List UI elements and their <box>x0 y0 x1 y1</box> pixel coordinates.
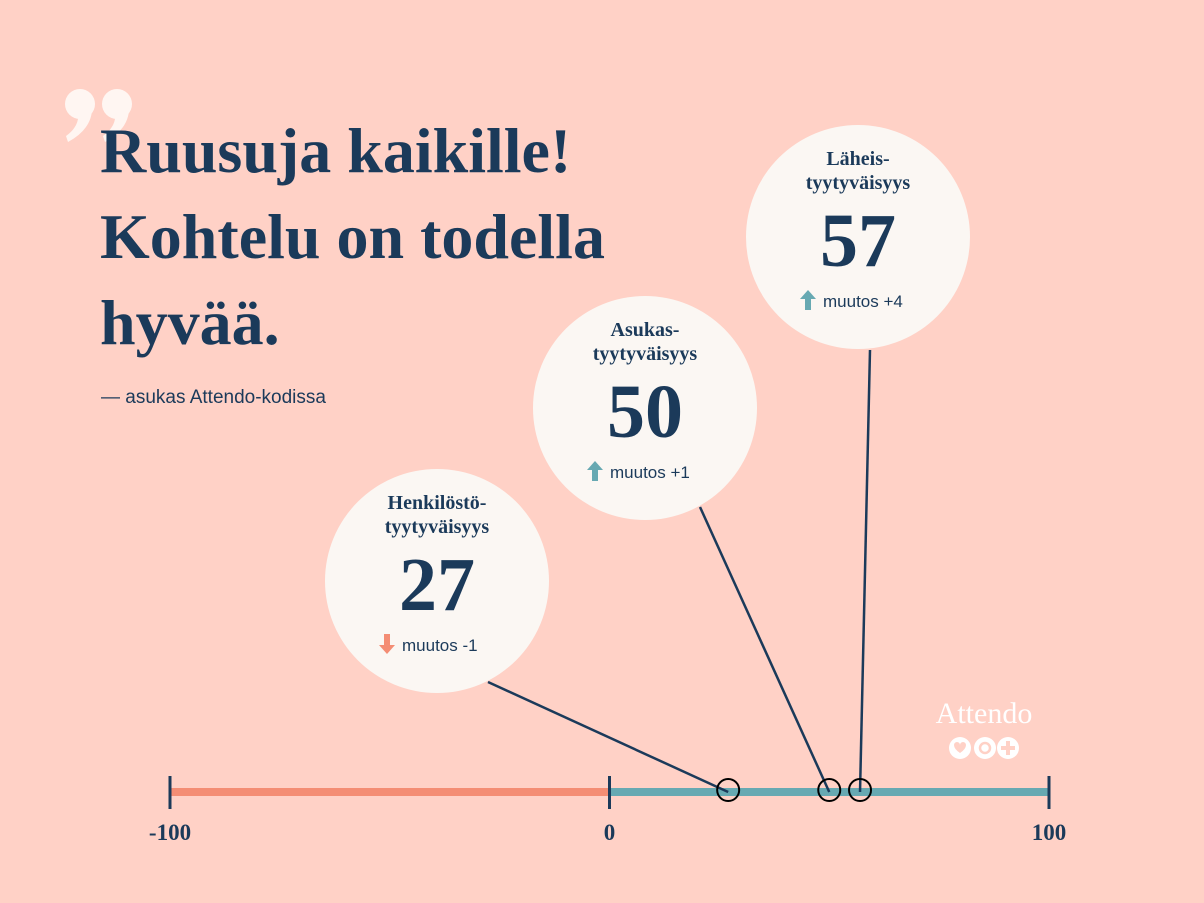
leader-line <box>487 680 729 794</box>
bubble-label: Läheis- <box>826 148 889 170</box>
bubble: Läheis-tyytyväisyys 57 muutos +4 <box>746 125 970 349</box>
change-label: muutos +1 <box>610 463 690 482</box>
bubble-bg <box>746 125 970 349</box>
leader-line <box>698 506 831 793</box>
bubble: Asukas-tyytyväisyys 50 muutos +1 <box>533 296 757 520</box>
logo: Attendo <box>936 697 1033 730</box>
bubble-label: tyytyväisyys <box>593 343 698 365</box>
arrow-up <box>587 461 603 481</box>
bubble-bg <box>533 296 757 520</box>
bubble-bg <box>325 469 549 693</box>
leader-line <box>858 349 872 793</box>
point-marker <box>848 778 873 802</box>
logo-icons <box>949 737 1019 759</box>
bubble-label: Asukas- <box>611 319 680 341</box>
point-marker <box>817 778 842 802</box>
bubble-label: Henkilöstö- <box>388 492 487 514</box>
bubble-label: tyytyväisyys <box>806 172 911 194</box>
arrow-down <box>379 634 395 654</box>
change-label: muutos +4 <box>823 292 903 311</box>
arrow-up <box>800 290 816 310</box>
quote: Ruusuja kaikille! Kohtelu on todella hyv… <box>100 115 605 358</box>
bubble-value: 50 <box>607 370 683 454</box>
bubble-label: tyytyväisyys <box>385 516 490 538</box>
change-label: muutos -1 <box>402 636 478 655</box>
bubble: Henkilöstö-tyytyväisyys 27 muutos -1 <box>325 469 549 693</box>
x-tick-label: 100 <box>1032 820 1067 845</box>
point-marker <box>716 778 741 802</box>
bubble-value: 57 <box>820 199 896 283</box>
x-tick-label: 0 <box>604 820 616 845</box>
quote-mark <box>65 89 132 142</box>
bubble-value: 27 <box>399 543 475 627</box>
attribution: — asukas Attendo-kodissa <box>101 387 326 408</box>
x-tick-label: -100 <box>149 820 191 845</box>
